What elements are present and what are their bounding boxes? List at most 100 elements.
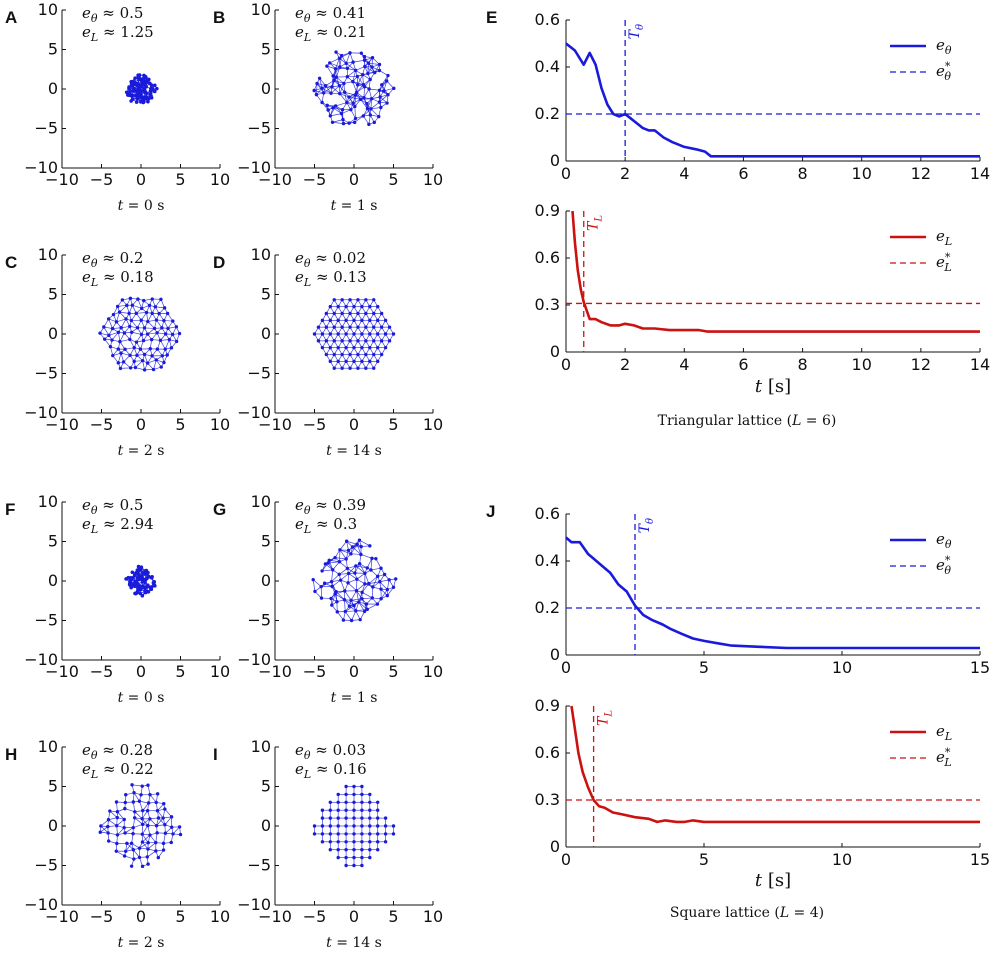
swarm-agent [368,318,372,323]
x-tick-label: 0 [349,170,359,189]
swarm-agent [146,801,151,805]
x-tick-label: 0 [561,850,571,869]
y-tick-label: 10 [38,492,58,511]
swarm-agent [331,568,335,572]
swarm-edge [344,92,348,103]
swarm-agent [376,832,380,836]
swarm-agent [392,86,396,91]
swarm-agent [376,808,380,812]
swarm-agent [115,833,120,837]
swarm-agent [376,816,380,820]
swarm-agent [163,347,167,351]
swarm-graph [124,564,157,598]
swarm-agent [336,808,340,812]
swarm-agent [330,603,334,607]
swarm-agent [368,800,372,804]
swarm-graph [311,538,398,623]
swarm-agent [362,54,367,59]
swarm-edge [348,565,357,574]
swarm-edge [323,86,333,94]
swarm-agent [348,366,352,370]
swarm-agent [349,107,353,112]
swarm-agent [326,561,330,565]
x-tick-label: −5 [303,907,327,926]
swarm-agent [372,325,376,329]
swarm-agent [320,840,325,844]
swarm-agent [108,809,112,813]
swarm-agent [119,326,123,330]
swarm-agent [344,318,348,323]
x-tick-label: −10 [45,415,79,434]
swarm-agent [320,100,324,105]
y-tick-label: 0.2 [535,598,560,617]
swarm-agent [367,122,371,127]
swarm-agent [122,817,126,822]
swarm-edge [381,75,389,86]
swarm-agent [367,581,371,586]
x-tick-label: −10 [258,907,292,926]
swarm-agent [379,566,383,570]
swarm-agent [341,117,345,122]
swarm-agent [134,311,138,316]
panel-a: A −10−10 −5 −5 0 0 5 5 10 10 eθ ≈ 0.5eL ≈ 1.25 t = … [5,0,230,214]
x-tick-label: 2 [620,355,630,374]
swarm-edge [350,544,358,555]
swarm-agent [383,332,388,336]
swarm-agent [115,810,120,814]
swarm-agent [148,793,152,797]
swarm-agent [123,800,127,805]
swarm-edge [370,558,373,570]
swarm-edge [355,565,366,574]
swarm-agent [370,65,374,69]
swarm-agent [333,555,337,560]
swarm-agent [317,76,322,80]
swarm-agent [391,332,396,336]
y-tick-label: 0.9 [535,696,560,715]
swarm-edge [321,87,332,94]
y-tick-label: 5 [48,40,58,59]
x-tick-label: 0 [561,164,571,183]
swarm-edge [132,784,143,787]
swarm-agent [138,587,143,592]
swarm-agent [360,792,364,797]
swarm-agent [127,87,131,91]
swarm-edge [334,593,345,601]
y-tick-label: −10 [24,895,58,914]
swarm-agent [344,832,348,836]
swarm-agent [128,353,132,358]
swarm-edge [312,579,316,592]
x-tick-label: −5 [90,907,114,926]
swarm-agent [325,64,329,68]
swarm-agent [115,815,119,820]
swarm-agent [372,339,376,343]
swarm-agent [383,824,388,828]
x-tick-label: −5 [303,170,327,189]
swarm-agent [352,824,356,828]
swarm-agent [131,583,136,587]
swarm-agent [330,584,334,589]
swarm-agent [352,345,356,350]
swarm-agent [376,359,380,364]
swarm-edge [332,119,344,123]
swarm-agent [142,298,146,303]
swarm-agent [139,793,143,797]
swarm-agent [129,864,134,868]
legend-series-label: eθ [936,36,952,57]
swarm-agent [328,848,332,852]
swarm-agent [372,298,376,302]
swarm-edge [372,576,378,588]
x-tick-label: 5 [699,850,709,869]
swarm-agent [165,353,169,357]
swarm-edge [345,52,351,64]
swarm-agent [360,840,364,844]
swarm-agent [349,618,354,623]
swarm-edge [117,811,125,820]
swarm-agent [332,325,336,329]
swarm-agent [131,825,135,830]
swarm-agent [320,318,325,323]
swarm-agent [368,840,372,844]
swarm-agent [394,577,398,581]
swarm-agent [319,584,323,589]
swarm-agent [155,347,160,351]
